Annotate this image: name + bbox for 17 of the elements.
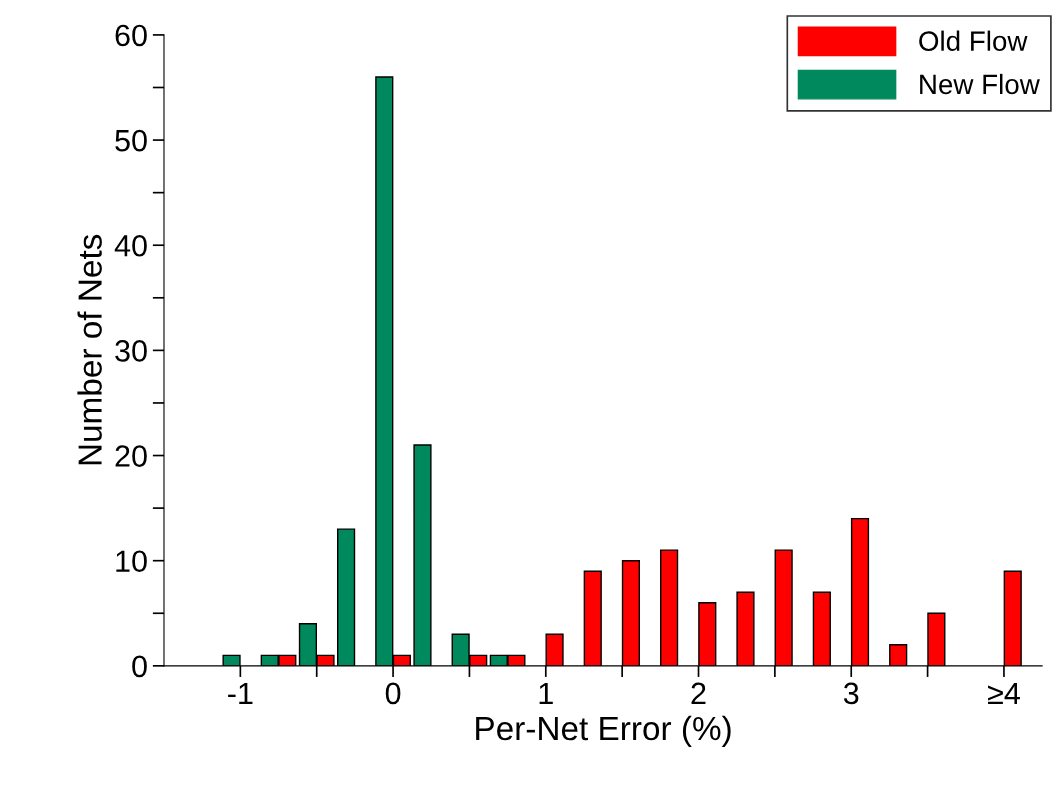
y-tick-label: 50 xyxy=(115,129,147,152)
y-tick-label: 30 xyxy=(115,340,147,362)
x-axis-title: Per-Net Error (%) xyxy=(476,715,731,747)
x-tick-label: ≥4 xyxy=(988,682,1020,704)
y-tick-label: 40 xyxy=(114,234,147,257)
legend-label: New Flow xyxy=(920,73,1040,95)
x-tick-label: 3 xyxy=(843,682,859,705)
y-tick-label: 60 xyxy=(115,24,147,47)
y-tick-label: 10 xyxy=(116,550,147,573)
x-tick-label: 0 xyxy=(385,682,401,705)
y-axis-title: Number of Nets xyxy=(77,234,102,465)
legend-label: Old Flow xyxy=(919,30,1028,51)
x-tick-label: 2 xyxy=(691,682,706,704)
x-tick-label: 1 xyxy=(539,682,553,704)
x-tick-label: -1 xyxy=(228,682,253,704)
y-tick-label: 20 xyxy=(115,445,147,467)
y-tick-label: 0 xyxy=(132,655,147,678)
